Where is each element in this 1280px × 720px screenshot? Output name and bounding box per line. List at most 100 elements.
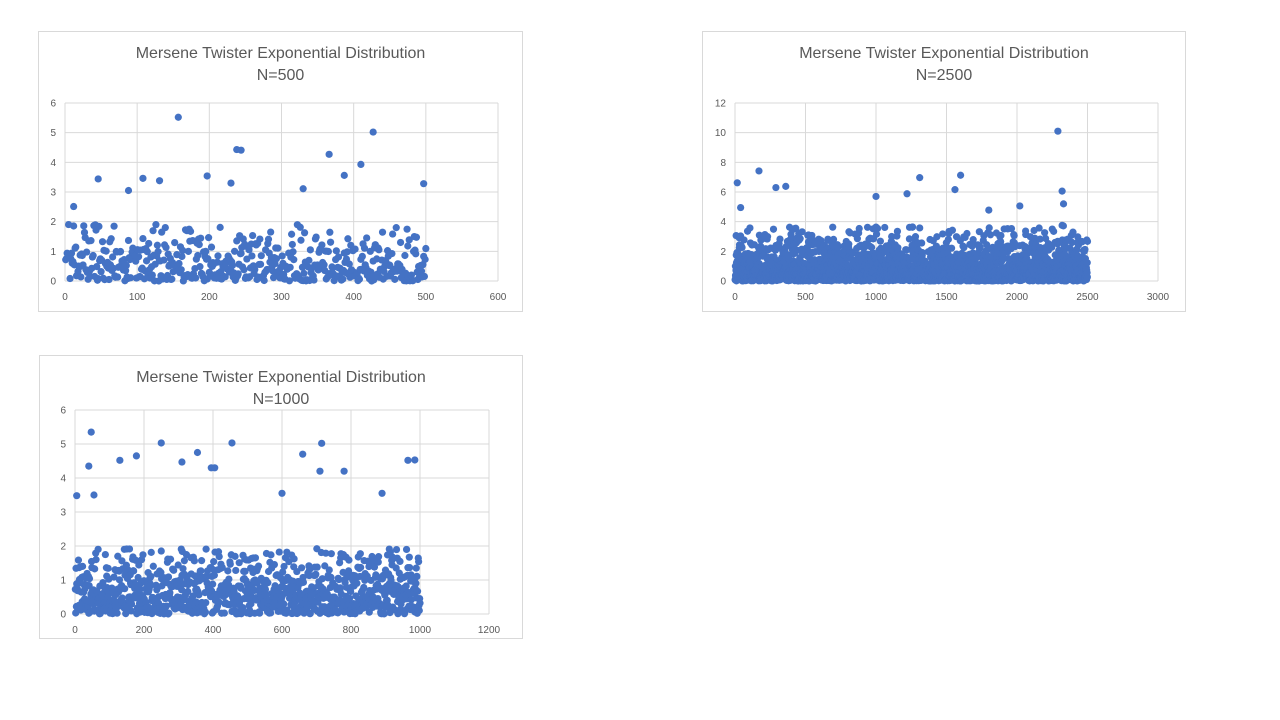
data-point [316, 467, 324, 475]
data-point [396, 238, 405, 247]
data-point [221, 273, 229, 281]
data-point [157, 568, 165, 576]
data-point [1016, 202, 1024, 210]
data-point [916, 174, 924, 182]
data-point [72, 243, 80, 251]
data-point [318, 439, 326, 447]
data-point [124, 186, 133, 195]
data-point [290, 555, 298, 563]
data-point [205, 234, 213, 242]
data-point [407, 571, 415, 579]
data-point [237, 146, 245, 154]
data-point [776, 235, 784, 243]
data-point [145, 239, 153, 248]
data-point [197, 567, 205, 575]
data-point [127, 274, 135, 282]
data-point [391, 275, 399, 283]
data-point [179, 565, 187, 573]
data-point [1083, 259, 1091, 267]
chart-title: Mersene Twister Exponential Distribution… [703, 43, 1185, 87]
data-point [70, 202, 78, 211]
data-point [318, 241, 326, 249]
data-point [104, 564, 112, 572]
x-tick-label: 2500 [1076, 292, 1099, 303]
data-point [1007, 224, 1016, 233]
data-point [829, 223, 837, 231]
data-point [146, 581, 155, 590]
data-point [114, 552, 122, 560]
y-tick-label: 3 [60, 508, 66, 519]
y-tick-label: 12 [715, 99, 727, 110]
x-tick-label: 300 [273, 292, 290, 303]
y-tick-label: 4 [60, 474, 66, 485]
data-point [202, 545, 210, 553]
data-point [87, 237, 95, 245]
data-point [107, 235, 115, 243]
data-point [963, 229, 971, 238]
data-point [296, 223, 304, 231]
data-point [178, 458, 186, 466]
data-point [230, 247, 239, 255]
chart-title-n: N=1000 [252, 391, 310, 408]
data-point [834, 243, 842, 251]
data-point [881, 223, 889, 232]
x-tick-label: 100 [129, 292, 146, 303]
data-point [279, 568, 287, 576]
data-point [798, 228, 806, 236]
data-point [401, 251, 409, 260]
data-point [214, 252, 222, 260]
data-point [171, 238, 179, 247]
data-point [1081, 245, 1089, 254]
data-point [189, 592, 197, 600]
data-point [903, 190, 911, 198]
data-point [334, 253, 343, 261]
data-point [70, 222, 78, 230]
data-point [378, 489, 386, 497]
scatter-points [731, 127, 1092, 285]
data-point [125, 545, 134, 553]
data-point [997, 231, 1005, 240]
data-point [796, 235, 804, 243]
data-point [91, 565, 99, 573]
data-point [127, 607, 135, 615]
data-point [411, 456, 419, 464]
data-point [147, 572, 155, 581]
data-point [251, 554, 260, 562]
x-tick-label: 500 [417, 292, 434, 303]
data-point [404, 456, 412, 464]
data-point [85, 574, 94, 583]
data-point [264, 235, 273, 243]
y-tick-label: 2 [60, 542, 66, 553]
data-point [1010, 231, 1018, 240]
data-point [293, 567, 301, 576]
data-point [740, 236, 748, 244]
y-tick-label: 1 [50, 247, 56, 258]
data-point [153, 241, 161, 249]
data-point [360, 583, 368, 592]
data-point [80, 222, 88, 230]
data-point [997, 237, 1005, 246]
x-tick-labels: 0 500 1000 1500 2000 2500 3000 [732, 292, 1169, 303]
y-tick-label: 0 [50, 277, 56, 288]
data-point [353, 579, 361, 587]
data-point [161, 224, 169, 232]
data-point [420, 180, 428, 188]
data-point [127, 600, 136, 608]
data-point [737, 203, 745, 212]
data-point [97, 268, 105, 276]
data-point [356, 550, 364, 558]
chart-title: Mersene Twister Exponential Distribution… [40, 367, 522, 411]
y-tick-label: 4 [50, 158, 56, 169]
data-point [66, 274, 74, 283]
data-point [228, 261, 237, 270]
data-point [873, 224, 882, 233]
data-point [339, 275, 347, 283]
data-point [251, 265, 259, 274]
data-point [190, 557, 198, 565]
x-tick-label: 400 [205, 625, 222, 636]
data-point [345, 260, 353, 268]
data-point [960, 244, 968, 252]
data-point [375, 246, 383, 254]
data-point [733, 179, 741, 187]
data-point [392, 545, 401, 554]
